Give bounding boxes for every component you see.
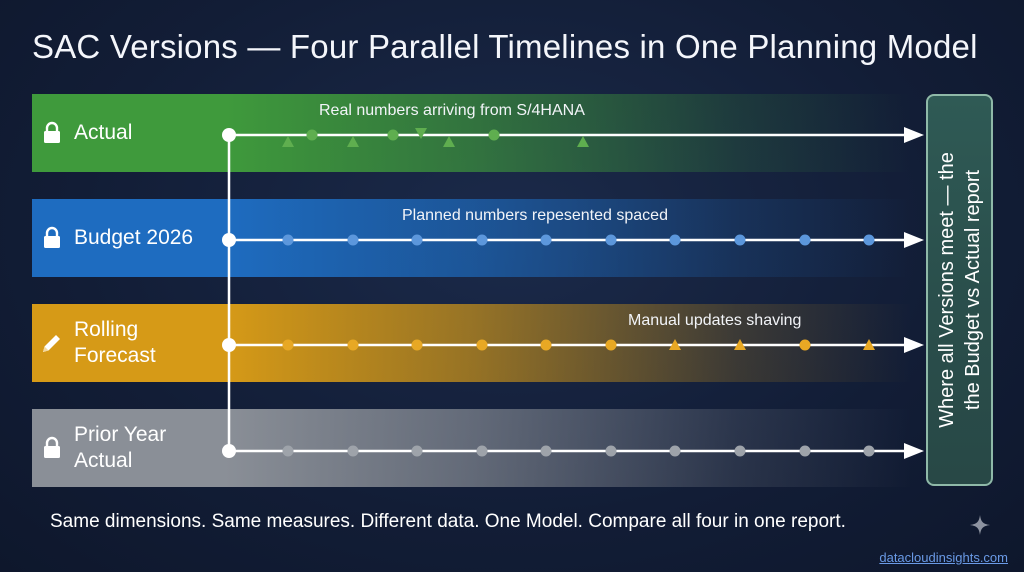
data-point-marker [540,445,552,457]
data-point-marker [577,136,589,147]
data-point-marker [540,339,552,351]
data-point-marker [282,339,294,351]
timeline-start-node [222,444,236,458]
lane-label-line: Actual [74,449,133,472]
data-point-marker [347,234,359,246]
data-point-marker [799,445,811,457]
data-point-marker [387,129,399,141]
lane-band-prior-year-actual: Prior Year Actual [32,409,912,487]
data-point-marker [863,445,875,457]
data-point-marker [863,234,875,246]
data-point-marker [306,129,318,141]
page-title: SAC Versions — Four Parallel Timelines i… [32,28,978,65]
data-point-marker [669,234,681,246]
timeline-start-node [222,233,236,247]
side-box-text: Where all Versions meet — the the Budget… [934,152,986,428]
arrow-head [904,232,924,248]
lane-band-rolling-forecast: Rolling Forecast [32,304,912,382]
data-point-marker [669,339,681,350]
data-point-marker [347,445,359,457]
lane-label-line: Rolling [74,318,139,341]
footer-caption: Same dimensions. Same measures. Differen… [50,511,846,532]
lane-label-line: Actual [74,121,133,144]
data-point-marker [488,129,500,141]
data-point-marker [411,234,423,246]
lane-caption-actual: Real numbers arriving from S/4HANA [319,102,585,119]
data-point-marker [411,445,423,457]
lane-label: Actual [74,94,132,172]
data-point-marker [734,339,746,350]
data-point-marker [799,234,811,246]
data-point-marker [540,234,552,246]
data-point-marker [443,136,455,147]
lock-icon [44,436,60,458]
lane-label-line: Prior Year [74,423,167,446]
lane-caption-rolling-forecast: Manual updates shaving [628,312,802,329]
side-box-line: the Budget vs Actual report [961,169,984,411]
data-point-marker [476,445,488,457]
lane-band-budget: Budget 2026 [32,199,912,277]
pencil-icon [43,335,60,352]
data-point-marker [476,234,488,246]
arrow-head [904,127,924,143]
data-point-marker [605,234,617,246]
side-box-line: Where all Versions meet — the [935,152,958,428]
lane-label: Budget 2026 [74,199,193,277]
data-point-marker [605,445,617,457]
data-point-marker [669,445,681,457]
timeline-start-node [222,128,236,142]
lock-icon [44,121,60,143]
data-point-marker [734,445,746,457]
data-point-marker [282,445,294,457]
source-link[interactable]: datacloudinsights.com [879,550,1008,565]
data-point-marker [799,339,811,351]
data-point-marker [415,128,427,139]
data-point-marker [863,339,875,350]
sparkle-icon [970,515,990,535]
lane-label-line: Budget 2026 [74,226,194,249]
data-point-marker [347,339,359,351]
timeline-start-node [222,338,236,352]
data-point-marker [734,234,746,246]
lane-label: Prior Year Actual [74,409,166,487]
lane-caption-budget: Planned numbers repesented spaced [402,207,668,224]
data-point-marker [282,136,294,147]
budget-vs-actual-report-box: Where all Versions meet — the the Budget… [926,94,993,486]
data-point-marker [282,234,294,246]
data-point-marker [605,339,617,351]
lane-label: Rolling Forecast [74,304,156,382]
data-point-marker [411,339,423,351]
lane-band-actual: Actual [32,94,912,172]
lane-label-line: Forecast [74,344,156,367]
data-point-marker [476,339,488,351]
arrow-head [904,337,924,353]
arrow-head [904,443,924,459]
data-point-marker [347,136,359,147]
lock-icon [44,226,60,248]
